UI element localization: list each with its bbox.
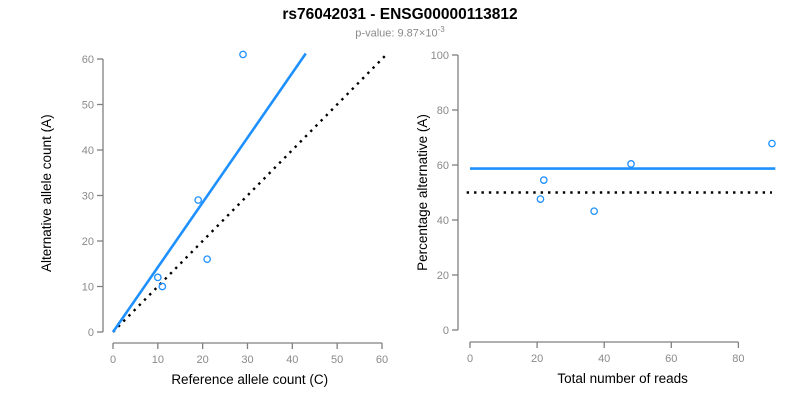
fit-line bbox=[111, 52, 307, 333]
x-tick-label: 40 bbox=[598, 353, 610, 365]
y-tick-label: 50 bbox=[82, 100, 94, 112]
data-point bbox=[203, 255, 211, 264]
y-tick-label: 40 bbox=[82, 145, 94, 157]
figure-title: rs76042031 - ENSG00000113812 bbox=[282, 6, 518, 23]
y-tick-label: 60 bbox=[82, 54, 94, 66]
y-tick-label: 100 bbox=[431, 50, 449, 62]
x-tick-label: 50 bbox=[331, 354, 343, 366]
ref-vs-alt-count-x-label: Reference allele count (C) bbox=[171, 372, 328, 387]
identity-line bbox=[112, 53, 388, 333]
pvalue-exponent: -3 bbox=[437, 25, 445, 34]
y-tick-label: 20 bbox=[82, 236, 94, 248]
y-tick-label: 80 bbox=[437, 105, 449, 117]
y-tick-label: 0 bbox=[443, 325, 449, 337]
data-point bbox=[536, 195, 545, 203]
y-tick-label: 40 bbox=[437, 215, 449, 227]
total-reads-vs-percentage-x-label: Total number of reads bbox=[557, 371, 688, 386]
x-tick-label: 60 bbox=[665, 353, 677, 365]
data-point bbox=[239, 50, 247, 59]
data-point bbox=[158, 282, 167, 291]
x-tick-label: 30 bbox=[241, 354, 253, 366]
x-tick-label: 10 bbox=[152, 354, 164, 366]
x-tick-label: 0 bbox=[467, 353, 473, 365]
x-tick-label: 20 bbox=[531, 353, 543, 365]
data-point bbox=[539, 176, 548, 184]
x-tick-label: 80 bbox=[732, 353, 744, 365]
x-tick-label: 60 bbox=[376, 354, 388, 366]
pvalue-text: p-value: 9.87×10 bbox=[355, 27, 438, 40]
x-tick-label: 20 bbox=[197, 354, 209, 366]
data-point bbox=[590, 207, 598, 216]
y-tick-label: 60 bbox=[437, 160, 449, 172]
y-tick-label: 30 bbox=[82, 191, 94, 203]
data-point bbox=[194, 196, 203, 204]
total-reads-vs-percentage-y-label: Percentage alternative (A) bbox=[415, 114, 430, 271]
data-point bbox=[768, 139, 776, 148]
data-point bbox=[153, 273, 162, 282]
y-tick-label: 10 bbox=[82, 282, 94, 294]
ref-vs-alt-count-y-label: Alternative allele count (A) bbox=[39, 114, 54, 272]
y-tick-label: 20 bbox=[437, 270, 449, 282]
x-tick-label: 40 bbox=[286, 354, 298, 366]
data-point bbox=[627, 160, 635, 168]
y-tick-label: 0 bbox=[88, 327, 94, 339]
x-tick-label: 0 bbox=[110, 354, 116, 366]
figure-subtitle: p-value: 9.87×10-3 bbox=[0, 25, 800, 40]
